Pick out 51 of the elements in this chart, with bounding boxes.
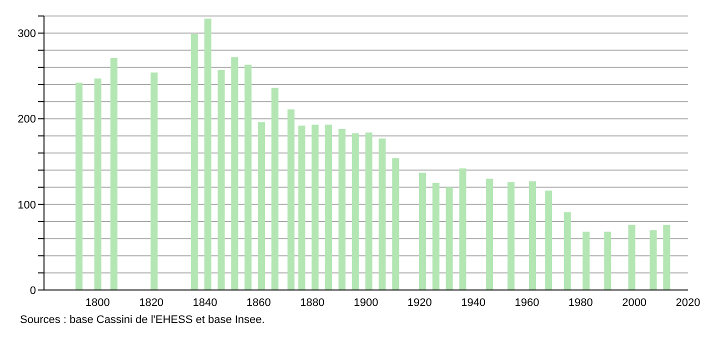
bar [271, 88, 278, 290]
bar [94, 78, 102, 290]
bar [150, 72, 158, 290]
bar [418, 172, 426, 290]
bar [218, 70, 225, 290]
bar [392, 158, 400, 290]
bar [288, 109, 294, 290]
bar [545, 190, 552, 290]
bar [365, 132, 372, 290]
bar [231, 57, 238, 290]
y-tick-label: 300 [18, 28, 36, 40]
x-tick-label: 1900 [354, 296, 378, 309]
bar [338, 129, 346, 290]
x-tick-label: 1840 [192, 296, 218, 309]
bar [298, 126, 306, 290]
bar [204, 18, 212, 290]
bar [325, 124, 332, 290]
y-tick-label: 0 [30, 284, 36, 297]
bar [190, 34, 198, 290]
y-tick-label: 100 [18, 199, 36, 212]
source-note: Sources : base Cassini de l'EHESS et base Insee. [20, 314, 266, 326]
bar [76, 82, 83, 290]
bar [650, 230, 657, 290]
bar [564, 212, 571, 290]
bar [244, 64, 252, 290]
bar [529, 181, 536, 290]
bar [582, 232, 590, 290]
bar [486, 178, 494, 290]
bar [312, 124, 319, 290]
y-tick-label: 200 [18, 114, 36, 126]
x-tick-label: 1880 [300, 296, 325, 309]
bar [604, 232, 612, 290]
x-tick-label: 2000 [622, 296, 647, 309]
x-tick-label: 1800 [85, 296, 110, 309]
bar [663, 224, 670, 290]
bar [352, 133, 359, 290]
x-tick-label: 1820 [139, 296, 164, 309]
x-tick-label: 1940 [461, 296, 486, 309]
x-tick-label: 2020 [676, 296, 700, 309]
bar [432, 182, 440, 290]
bar [459, 168, 466, 290]
x-tick-label: 1960 [514, 296, 540, 309]
bar [258, 122, 265, 290]
bar [110, 58, 118, 290]
bar [628, 224, 636, 290]
bar [508, 182, 515, 290]
x-tick-label: 1860 [246, 296, 271, 309]
bar [378, 138, 386, 290]
x-tick-label: 1980 [568, 296, 593, 309]
x-tick-label: 1920 [407, 296, 432, 309]
bar [446, 187, 453, 290]
